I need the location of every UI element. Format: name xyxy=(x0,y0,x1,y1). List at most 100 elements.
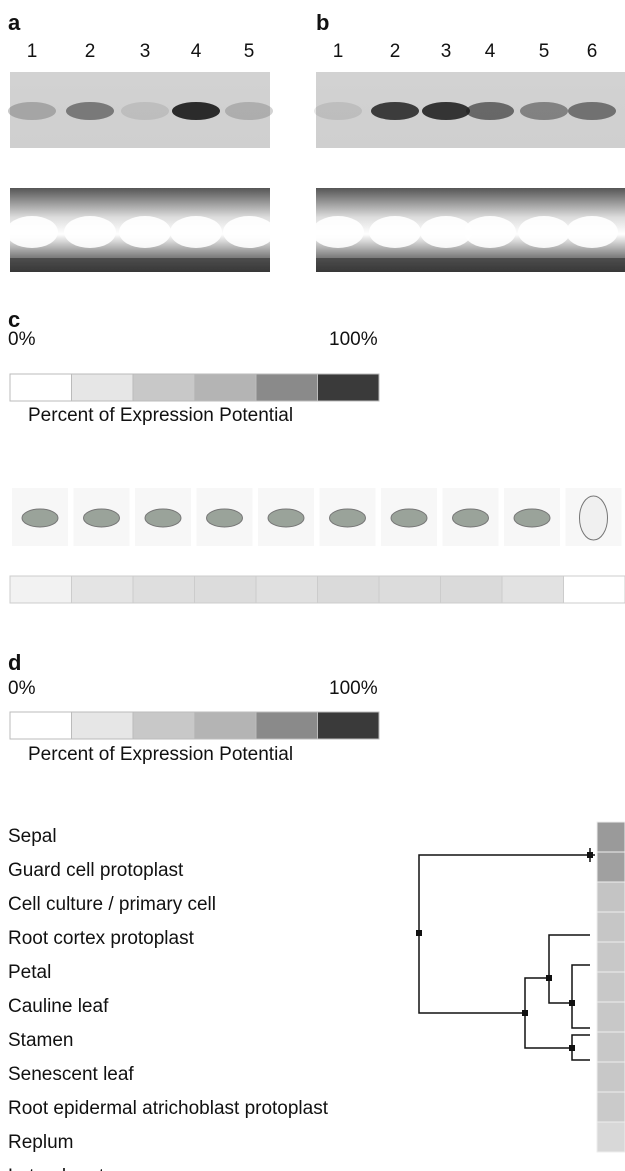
tissue-icon xyxy=(22,509,58,527)
scale-max: 100% xyxy=(329,329,378,350)
lane-label: 2 xyxy=(390,41,401,62)
tissue-cell xyxy=(72,576,134,603)
tissue-icon xyxy=(145,509,181,527)
lane-label: 1 xyxy=(333,41,344,62)
band xyxy=(8,102,56,120)
scale-max: 100% xyxy=(329,678,378,699)
lane-label: 4 xyxy=(191,41,202,62)
heatmap-cell xyxy=(597,822,625,852)
scale-min: 0% xyxy=(8,678,36,699)
tissue-icon xyxy=(207,509,243,527)
scale-cell xyxy=(133,374,195,401)
scale-cell xyxy=(256,374,318,401)
tissue-cell xyxy=(379,576,441,603)
heatmap-cell xyxy=(597,882,625,912)
rna-band xyxy=(464,216,516,248)
scale-cell xyxy=(195,712,257,739)
dendrogram-nodes xyxy=(416,852,593,1051)
tissue-icon xyxy=(514,509,550,527)
tissue-label: Stamen xyxy=(8,1030,73,1051)
lane-label: 5 xyxy=(539,41,550,62)
lane-label: 2 xyxy=(85,41,96,62)
heatmap-cell xyxy=(597,942,625,972)
tissue-cell xyxy=(256,576,318,603)
tissue-label: Guard cell protoplast xyxy=(8,860,184,881)
rna-band xyxy=(566,216,618,248)
band xyxy=(66,102,114,120)
band xyxy=(568,102,616,120)
band xyxy=(314,102,362,120)
figure: a b c d 123451234560%100%Percent of Expr… xyxy=(0,0,625,1171)
scale-cell xyxy=(318,374,380,401)
panel-label: a xyxy=(8,10,21,35)
heatmap-cell xyxy=(597,912,625,942)
heatmap-cell xyxy=(597,1002,625,1032)
tissue-cell xyxy=(502,576,564,603)
heatmap-cell xyxy=(597,1122,625,1152)
scale-caption: Percent of Expression Potential xyxy=(28,744,293,765)
tissue-icon xyxy=(391,509,427,527)
band xyxy=(225,102,273,120)
tissue-label: Senescent leaf xyxy=(8,1064,134,1085)
tissue-label: Petal xyxy=(8,962,51,983)
tissue-icon xyxy=(268,509,304,527)
lane-label: 4 xyxy=(485,41,496,62)
scale-cell xyxy=(10,374,72,401)
scale-cell xyxy=(133,712,195,739)
tissue-cell xyxy=(441,576,503,603)
panel-label: b xyxy=(316,10,329,35)
rna-band xyxy=(369,216,421,248)
band xyxy=(172,102,220,120)
gel-bottom xyxy=(316,258,625,272)
tissue-cell xyxy=(10,576,72,603)
scale-cell xyxy=(318,712,380,739)
tissue-label: Root epidermal atrichoblast protoplast xyxy=(8,1098,329,1119)
tissue-label: Sepal xyxy=(8,826,57,847)
scale-cell xyxy=(72,374,134,401)
rna-band xyxy=(312,216,364,248)
heatmap-cell xyxy=(597,852,625,882)
band xyxy=(466,102,514,120)
dendrogram xyxy=(419,848,595,1060)
tissue-cell xyxy=(564,576,625,603)
heatmap-cell xyxy=(597,1062,625,1092)
band xyxy=(422,102,470,120)
scale-cell xyxy=(195,374,257,401)
band xyxy=(121,102,169,120)
lane-label: 3 xyxy=(140,41,151,62)
scale-min: 0% xyxy=(8,329,36,350)
panel-label: d xyxy=(8,650,21,675)
tissue-label: Replum xyxy=(8,1132,73,1153)
lane-label: 3 xyxy=(441,41,452,62)
tissue-label: Cell culture / primary cell xyxy=(8,894,216,915)
lane-label: 6 xyxy=(587,41,598,62)
tissue-label: Root cortex protoplast xyxy=(8,928,195,949)
rna-band xyxy=(170,216,222,248)
scale-cell xyxy=(72,712,134,739)
lane-label: 5 xyxy=(244,41,255,62)
tissue-label: Cauline leaf xyxy=(8,996,109,1017)
rna-band xyxy=(518,216,570,248)
band xyxy=(371,102,419,120)
tissue-icon xyxy=(84,509,120,527)
tissue-label: Lateral root xyxy=(8,1166,105,1171)
heatmap-cell xyxy=(597,1092,625,1122)
tissue-cell xyxy=(318,576,380,603)
heatmap-cell xyxy=(597,1032,625,1062)
band xyxy=(520,102,568,120)
tissue-icon xyxy=(453,509,489,527)
scale-caption: Percent of Expression Potential xyxy=(28,405,293,426)
rna-band xyxy=(119,216,171,248)
scale-cell xyxy=(256,712,318,739)
gel-bottom xyxy=(10,258,270,272)
lane-label: 1 xyxy=(27,41,38,62)
tissue-icon xyxy=(580,496,608,540)
tissue-cell xyxy=(195,576,257,603)
tissue-icon xyxy=(330,509,366,527)
heatmap-cell xyxy=(597,972,625,1002)
rna-band xyxy=(64,216,116,248)
rna-band xyxy=(6,216,58,248)
tissue-cell xyxy=(133,576,195,603)
scale-cell xyxy=(10,712,72,739)
rna-band xyxy=(223,216,275,248)
